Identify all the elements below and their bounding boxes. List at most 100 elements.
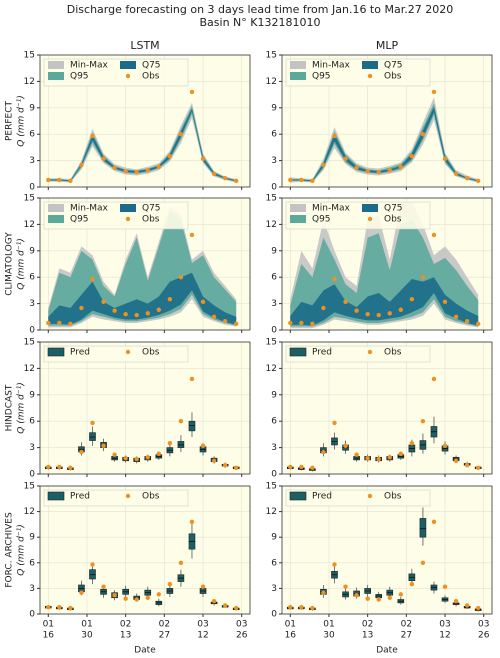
- y-tick-label: 15: [266, 194, 277, 204]
- obs-point: [475, 321, 481, 327]
- obs-point: [332, 133, 337, 139]
- obs-point: [332, 420, 337, 426]
- legend-swatch: [367, 349, 373, 355]
- figure-title: Discharge forecasting on 3 days lead tim…: [67, 3, 453, 16]
- y-axis-label: Q (mm d⁻¹): [17, 238, 27, 289]
- obs-point: [299, 604, 304, 610]
- obs-point: [475, 605, 481, 611]
- band-area: [48, 272, 237, 325]
- obs-point: [387, 311, 392, 316]
- legend-swatch: [47, 491, 65, 501]
- x-tick-label: 16: [285, 631, 297, 641]
- obs-point: [321, 590, 326, 595]
- band-area: [290, 277, 479, 326]
- x-tick-label: 02: [401, 620, 412, 630]
- obs-point: [90, 133, 95, 139]
- obs-point: [354, 452, 359, 457]
- obs-point: [365, 596, 370, 601]
- obs-point: [420, 275, 426, 280]
- y-tick-label: 6: [29, 417, 35, 427]
- y-tick-label: 0: [29, 470, 35, 480]
- obs-point: [112, 308, 117, 313]
- box-body: [419, 518, 427, 538]
- obs-point: [453, 458, 459, 463]
- legend-label: Obs: [384, 72, 402, 82]
- y-tick-label: 15: [266, 482, 277, 492]
- y-tick-label: 6: [271, 417, 277, 427]
- obs-point: [442, 156, 448, 162]
- x-tick-label: 27: [159, 631, 170, 641]
- obs-point: [178, 132, 184, 137]
- y-tick-label: 0: [29, 183, 35, 193]
- plot-frame: [281, 54, 493, 188]
- obs-point: [178, 560, 184, 565]
- legend-box: [285, 58, 431, 87]
- y-tick-label: 12: [24, 364, 35, 374]
- y-tick-label: 15: [24, 51, 35, 61]
- obs-point: [365, 311, 370, 317]
- x-tick-label: 01: [43, 620, 54, 630]
- obs-point: [79, 162, 84, 168]
- obs-point: [123, 168, 128, 174]
- obs-point: [310, 178, 315, 184]
- obs-point: [156, 164, 162, 169]
- y-tick-label: 6: [29, 130, 35, 140]
- obs-point: [464, 603, 470, 608]
- legend-label: Obs: [384, 348, 402, 358]
- obs-point: [101, 299, 106, 305]
- panel: HINDCAST Q (mm d⁻¹) 0 3 6 9 12 15 Pred Obs: [5, 338, 251, 480]
- legend-swatch: [367, 73, 373, 79]
- y-tick-label: 3: [271, 299, 277, 309]
- legend-swatch: [290, 61, 306, 69]
- legend-label: Obs: [142, 72, 160, 82]
- y-tick-label: 3: [271, 584, 277, 594]
- obs-point: [398, 164, 404, 169]
- plot-background: [40, 342, 250, 474]
- obs-point: [464, 176, 470, 181]
- obs-point: [167, 154, 173, 159]
- legend-swatch: [47, 347, 65, 357]
- obs-point: [101, 584, 106, 589]
- obs-point: [123, 596, 128, 601]
- obs-point: [145, 311, 150, 316]
- box-body: [188, 420, 196, 432]
- obs-point: [79, 449, 84, 455]
- y-tick-label: 0: [29, 610, 35, 620]
- legend-box: [285, 345, 431, 363]
- obs-point: [453, 171, 459, 176]
- obs-point: [222, 463, 228, 468]
- box-body: [177, 441, 185, 448]
- y-tick-label: 3: [29, 584, 35, 594]
- figure-subtitle: Basin N° K132181010: [200, 16, 321, 29]
- row-label: HINDCAST: [5, 384, 15, 431]
- obs-point: [343, 299, 348, 305]
- obs-point: [288, 320, 293, 326]
- legend-swatch: [290, 215, 306, 223]
- obs-point: [90, 276, 95, 282]
- obs-point: [431, 376, 437, 382]
- obs-point: [46, 177, 51, 183]
- y-tick-label: 3: [271, 443, 277, 453]
- obs-point: [475, 178, 481, 184]
- obs-point: [310, 605, 315, 611]
- obs-point: [409, 297, 415, 302]
- legend-label: Obs: [142, 348, 160, 358]
- plot-frame: [39, 197, 251, 331]
- obs-point: [332, 276, 337, 282]
- obs-point: [321, 162, 326, 168]
- y-tick-label: 0: [29, 326, 35, 336]
- y-tick-label: 6: [29, 558, 35, 568]
- legend-label: Min-Max: [312, 204, 350, 214]
- y-tick-label: 9: [271, 246, 277, 256]
- panel: Date03691215011601300213022703120326Pred…: [266, 482, 493, 656]
- column-title: LSTM: [130, 39, 159, 52]
- obs-point: [343, 156, 348, 162]
- obs-point: [288, 604, 293, 610]
- plot-frame: [281, 485, 493, 615]
- obs-point: [79, 305, 84, 311]
- legend-swatch: [290, 204, 306, 212]
- obs-point: [156, 451, 162, 456]
- obs-point: [211, 314, 217, 319]
